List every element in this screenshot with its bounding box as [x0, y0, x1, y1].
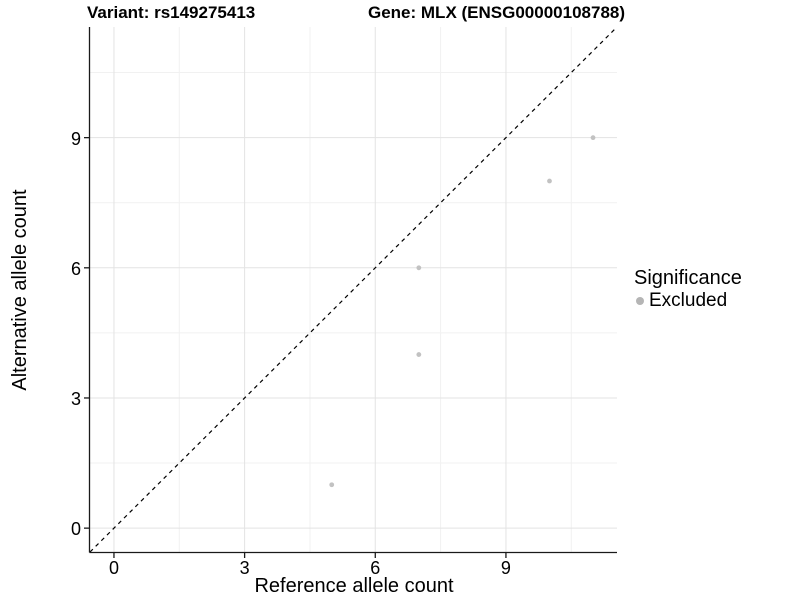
data-point [547, 178, 552, 184]
y-tick-label: 3 [70, 388, 81, 409]
y-tick-label: 9 [70, 128, 81, 149]
identity-dashed-line [89, 26, 618, 553]
legend-item-label: Excluded [649, 290, 728, 311]
x-axis-title: Reference allele count [254, 575, 454, 597]
legend-point-icon [636, 297, 644, 305]
x-tick-label: 0 [108, 558, 119, 578]
x-tick-label: 9 [500, 558, 511, 578]
plot-title-gene: Gene: MLX (ENSG00000108788) [368, 3, 626, 22]
x-tick-label: 3 [239, 558, 250, 578]
legend-item-excluded: Excluded [634, 290, 742, 312]
y-axis-title: Alternative allele count [9, 189, 31, 391]
legend-title: Significance [634, 267, 742, 289]
data-point [416, 352, 422, 357]
legend: Significance Excluded [634, 266, 742, 312]
plot-title-variant: Variant: rs149275413 [87, 3, 256, 22]
y-tick-label: 6 [70, 258, 81, 279]
data-point [416, 265, 422, 271]
data-point [590, 135, 596, 141]
data-point [329, 482, 335, 488]
y-tick-label: 0 [70, 519, 81, 540]
x-tick-label: 6 [370, 558, 381, 578]
